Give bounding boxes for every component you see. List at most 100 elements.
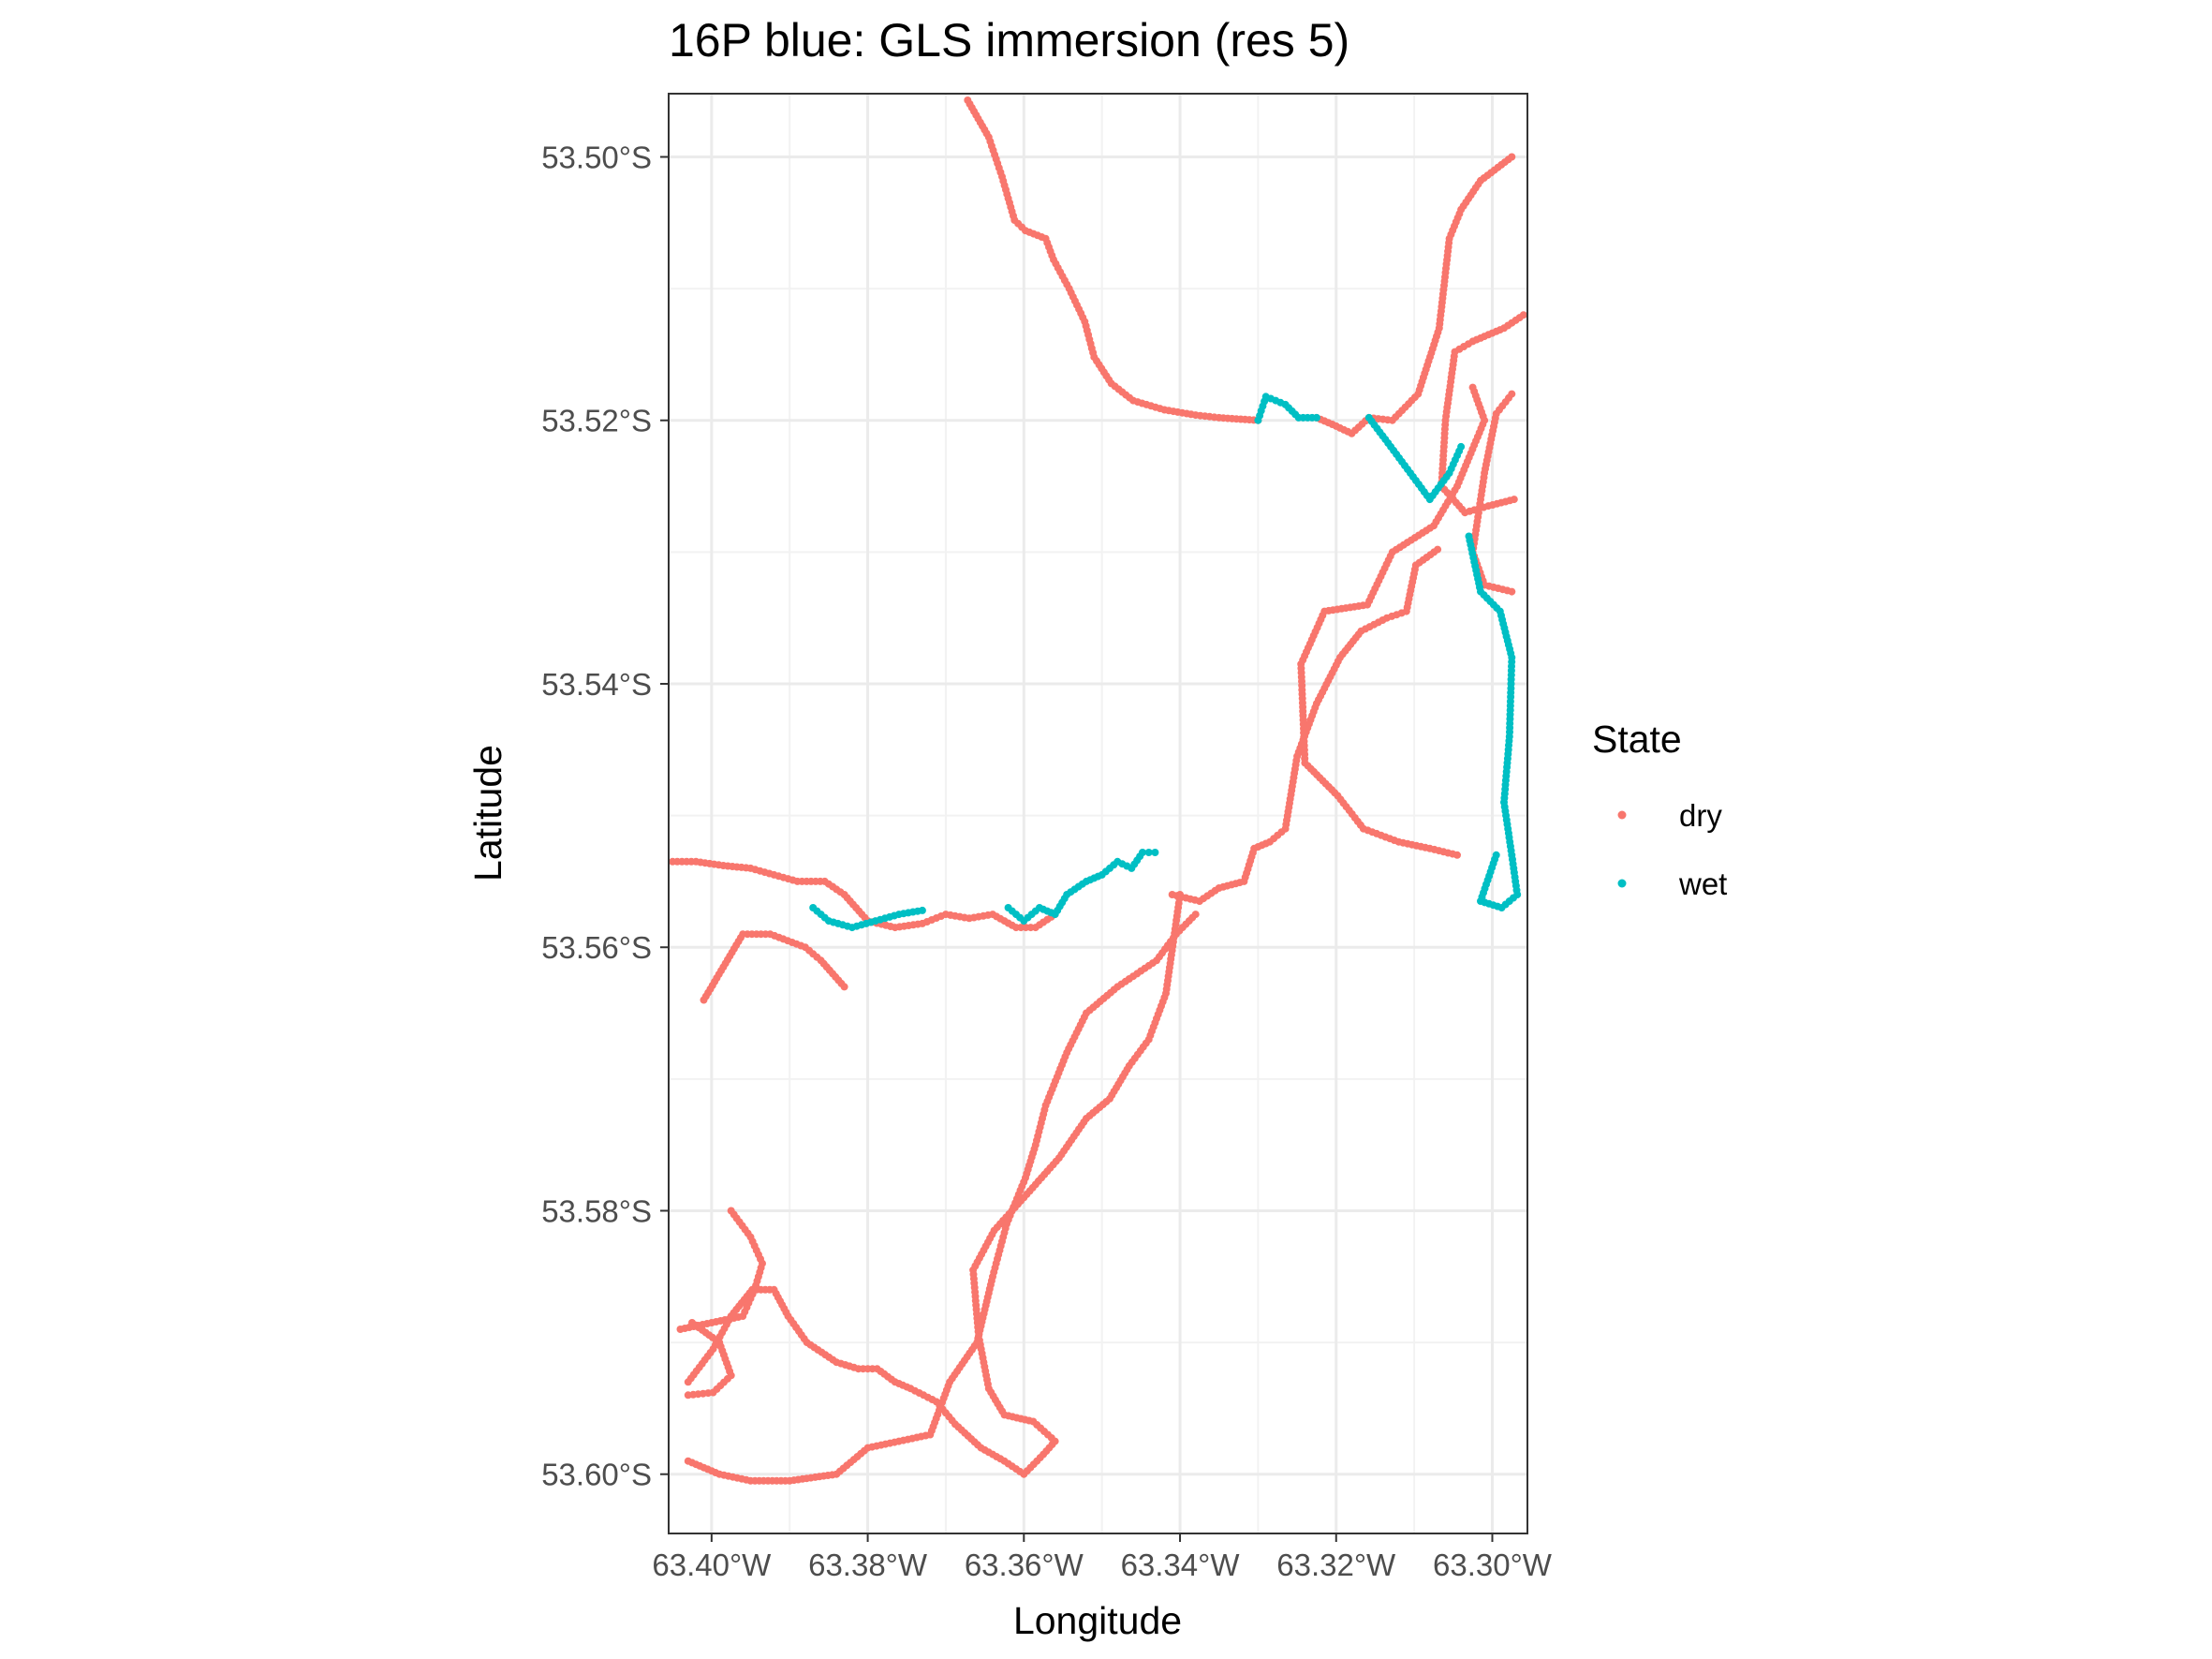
track-dot-dry-8-134 bbox=[969, 1270, 978, 1279]
track-dot-dry-6-3 bbox=[687, 857, 696, 866]
track-dot-dry-8-7 bbox=[706, 1349, 715, 1356]
track-dot-dry-11-7 bbox=[723, 1374, 731, 1383]
x-tick-label-1: 63.38°W bbox=[808, 1548, 928, 1582]
track-dot-dry-9-10 bbox=[757, 1255, 764, 1263]
track-dot-dry-8-68 bbox=[948, 1416, 956, 1425]
track-dot-dry-2-49 bbox=[1458, 505, 1467, 513]
track-dot-wet-3-18 bbox=[913, 907, 922, 915]
track-dot-dry-8-203 bbox=[1160, 993, 1169, 1001]
track-dot-dry-10-144 bbox=[1080, 1013, 1088, 1021]
track-dot-dry-2-13 bbox=[1455, 345, 1464, 353]
track-dot-dry-4-81 bbox=[1241, 873, 1249, 881]
track-dot-dry-10-12 bbox=[742, 1475, 750, 1484]
track-dot-dry-9-32 bbox=[681, 1325, 689, 1332]
track-dot-dry-4-68 bbox=[1282, 821, 1290, 829]
track-dot-dry-7-27 bbox=[797, 941, 805, 950]
track-dot-dry-2-28 bbox=[1442, 412, 1451, 421]
track-dot-dry-1-14 bbox=[1383, 416, 1392, 424]
track-dot-dry-8-58 bbox=[903, 1383, 911, 1391]
track-dot-dry-5-52 bbox=[1365, 597, 1374, 605]
track-dot-wet-4-27 bbox=[1136, 852, 1144, 861]
track-dot-wet-1-6 bbox=[1384, 439, 1393, 447]
track-dot-wet-2-16 bbox=[1493, 604, 1501, 613]
track-dot-dry-6-8 bbox=[715, 861, 723, 869]
x-tick-label-4: 63.32°W bbox=[1276, 1548, 1396, 1582]
track-dot-dry-0-8 bbox=[982, 129, 991, 138]
track-dot-dry-0-66 bbox=[1126, 393, 1134, 402]
track-dot-dry-8-25 bbox=[765, 1285, 774, 1294]
track-dot-dry-5-131 bbox=[1449, 850, 1457, 858]
track-dot-dry-5-30 bbox=[1432, 518, 1440, 526]
track-dot-dry-5-21 bbox=[1454, 478, 1463, 486]
track-dot-dry-5-126 bbox=[1422, 843, 1429, 852]
track-dot-dry-7-15 bbox=[736, 934, 745, 942]
track-dot-wet-3-14 bbox=[890, 911, 898, 920]
track-dot-dry-0-55 bbox=[1089, 348, 1098, 357]
track-dot-wet-2-93 bbox=[1491, 855, 1499, 864]
legend-label-wet: wet bbox=[1678, 867, 1727, 901]
track-dot-wet-4-19 bbox=[1094, 872, 1102, 881]
track-dot-wet-3-6 bbox=[843, 922, 851, 930]
track-dot-dry-6-17 bbox=[765, 869, 774, 878]
series-dry bbox=[669, 96, 1527, 1485]
track-dot-dry-11-3 bbox=[704, 1389, 713, 1398]
legend-key-wet bbox=[1617, 879, 1627, 888]
gridlines bbox=[669, 94, 1527, 1533]
track-dot-dry-4-74 bbox=[1254, 843, 1262, 851]
track-dot-dry-8-179 bbox=[1102, 1098, 1111, 1105]
x-tick-label-5: 63.30°W bbox=[1433, 1548, 1553, 1582]
track-dot-wet-4-12 bbox=[1060, 895, 1069, 903]
legend-label-dry: dry bbox=[1679, 798, 1722, 833]
track-dot-wet-2-43 bbox=[1506, 728, 1513, 736]
track-dot-dry-10-123 bbox=[1040, 1105, 1049, 1114]
track-dot-dry-8-109 bbox=[987, 1388, 995, 1397]
track-dot-dry-10-166 bbox=[1169, 934, 1177, 942]
track-dot-wet-4-2 bbox=[1016, 913, 1025, 922]
track-dot-dry-0-78 bbox=[1187, 410, 1195, 419]
track-dot-dry-6-37 bbox=[861, 913, 869, 922]
track-dot-dry-6-47 bbox=[914, 920, 922, 928]
track-dot-dry-8-173 bbox=[1080, 1118, 1088, 1126]
y-tick-label-5: 53.60°S bbox=[541, 1458, 652, 1492]
track-dot-dry-6-51 bbox=[936, 912, 945, 920]
track-dot-wet-4-5 bbox=[1031, 907, 1040, 915]
track-dot-dry-8-92 bbox=[1048, 1441, 1056, 1449]
track-dot-dry-1-36 bbox=[1434, 328, 1442, 336]
track-dot-dry-8-97 bbox=[1033, 1421, 1041, 1429]
track-dot-dry-8-37 bbox=[800, 1335, 808, 1343]
x-tick-label-3: 63.34°W bbox=[1121, 1548, 1241, 1582]
track-dot-dry-4-86 bbox=[1219, 882, 1228, 891]
track-dot-dry-9-26 bbox=[712, 1318, 720, 1326]
data-layer bbox=[669, 96, 1527, 1485]
track-dot-dry-10-135 bbox=[1061, 1053, 1069, 1061]
track-dot-dry-4-40 bbox=[1315, 696, 1322, 704]
track-dot-wet-4-28 bbox=[1144, 849, 1153, 856]
track-dot-dry-0-82 bbox=[1210, 413, 1218, 422]
track-dot-dry-4-22 bbox=[1362, 625, 1369, 633]
track-dot-dry-8-103 bbox=[1004, 1412, 1012, 1420]
track-dot-wet-0-12 bbox=[1308, 413, 1317, 422]
track-dot-dry-4-90 bbox=[1200, 895, 1207, 903]
track-dot-dry-2-10 bbox=[1472, 335, 1481, 344]
track-dot-dry-1-6 bbox=[1344, 427, 1352, 436]
track-dot-dry-2-58 bbox=[1506, 496, 1514, 505]
track-dot-wet-2-26 bbox=[1507, 649, 1515, 658]
track-dot-wet-0-9 bbox=[1291, 410, 1300, 419]
chart-title: 16P blue: GLS immersion (res 5) bbox=[669, 14, 1349, 67]
track-dot-dry-5-6 bbox=[1479, 412, 1487, 421]
track-dot-wet-4-22 bbox=[1110, 861, 1118, 869]
track-dot-dry-10-87 bbox=[987, 1277, 995, 1285]
track-dot-dry-4-52 bbox=[1294, 748, 1303, 756]
track-dot-dry-7-20 bbox=[761, 930, 770, 939]
x-tick-label-0: 63.40°W bbox=[652, 1548, 772, 1582]
track-dot-dry-10-152 bbox=[1110, 985, 1118, 994]
track-dot-wet-4-16 bbox=[1078, 880, 1086, 888]
track-dot-dry-4-29 bbox=[1338, 650, 1347, 659]
track-dot-dry-1-21 bbox=[1410, 393, 1419, 402]
track-dot-dry-10-6 bbox=[712, 1469, 719, 1476]
track-dot-dry-3-45 bbox=[1503, 586, 1512, 595]
track-dot-dry-8-75 bbox=[974, 1441, 981, 1449]
track-dot-dry-6-26 bbox=[816, 877, 824, 885]
track-dot-dry-8-63 bbox=[928, 1396, 936, 1403]
